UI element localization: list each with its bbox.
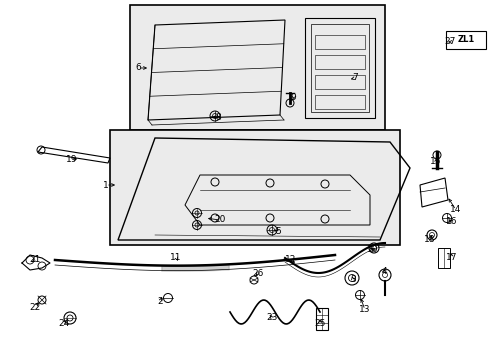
Bar: [314, 75, 364, 89]
Text: 16: 16: [446, 217, 457, 226]
Bar: [130, 5, 384, 130]
Text: 6: 6: [135, 63, 141, 72]
Text: 4: 4: [381, 267, 386, 276]
Bar: [445, 31, 485, 49]
Text: 22: 22: [29, 302, 41, 311]
Text: 18: 18: [424, 235, 435, 244]
Bar: [110, 130, 399, 245]
Text: 8: 8: [215, 113, 221, 122]
Bar: [314, 35, 364, 49]
Text: 13: 13: [359, 306, 370, 315]
Bar: [314, 95, 364, 109]
Text: ZL1: ZL1: [456, 36, 474, 45]
Bar: [314, 55, 364, 69]
Text: 23: 23: [266, 314, 277, 323]
Text: 26: 26: [252, 269, 263, 278]
Text: 5: 5: [275, 228, 280, 237]
Text: 7: 7: [351, 73, 357, 82]
Text: 20: 20: [214, 216, 225, 225]
Text: 1: 1: [103, 180, 109, 189]
Text: 9: 9: [289, 94, 295, 103]
Text: 12: 12: [285, 256, 296, 265]
Text: 10: 10: [366, 246, 378, 255]
Text: 17: 17: [446, 253, 457, 262]
Text: 27: 27: [444, 37, 455, 46]
Text: 24: 24: [58, 319, 69, 328]
Text: 2: 2: [157, 297, 163, 306]
Text: 3: 3: [349, 275, 355, 284]
Text: 21: 21: [29, 256, 41, 265]
Text: 15: 15: [429, 158, 441, 166]
Text: 11: 11: [170, 252, 182, 261]
Text: 19: 19: [66, 156, 78, 165]
Bar: [315, 308, 327, 330]
Text: 25: 25: [314, 320, 325, 328]
Text: 14: 14: [449, 206, 461, 215]
Bar: [437, 248, 449, 268]
